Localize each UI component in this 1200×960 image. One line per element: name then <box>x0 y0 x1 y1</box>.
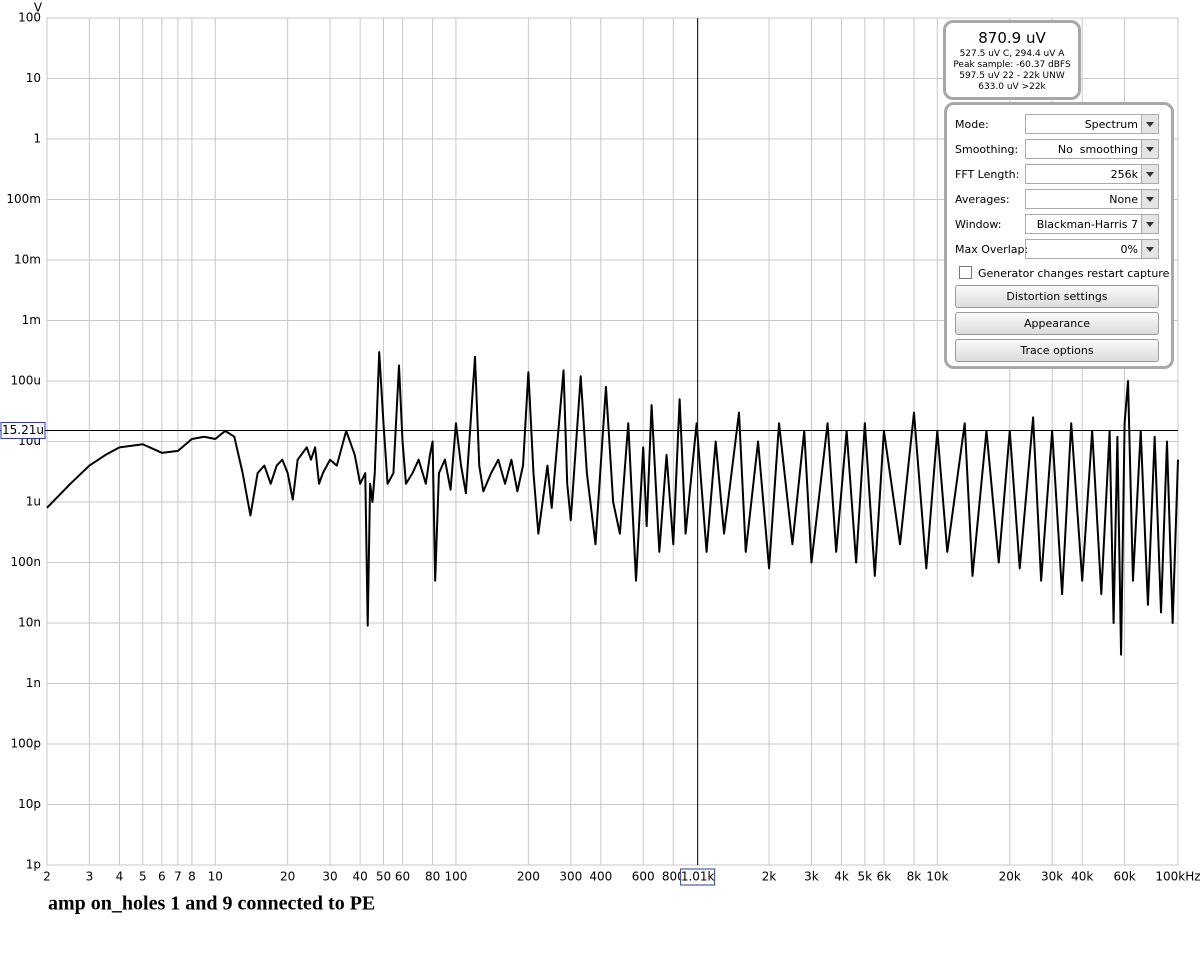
x-tick-label: 300 <box>559 870 582 884</box>
cursor-x-box <box>680 868 716 886</box>
dropdown-value: No smoothing <box>1057 143 1138 156</box>
dropdown-value: 256k <box>1110 168 1138 181</box>
y-tick-label: 100 <box>18 11 41 25</box>
x-tick-label: 10k <box>926 870 948 884</box>
x-tick-label: 20k <box>999 870 1021 884</box>
x-tick-label: 30 <box>322 870 337 884</box>
readout-main: 870.9 uV <box>978 29 1046 47</box>
control-row: Max Overlap: 0% <box>955 239 1163 259</box>
x-tick-label: 5k <box>858 870 873 884</box>
y-tick-label: 1u <box>26 495 41 509</box>
dropdown[interactable]: No smoothing <box>1025 139 1159 159</box>
x-tick-label: 60 <box>395 870 410 884</box>
dropdown[interactable]: Spectrum <box>1025 114 1159 134</box>
control-label: Max Overlap: <box>955 243 1029 256</box>
dropdown[interactable]: Blackman-Harris 7 <box>1025 214 1159 234</box>
x-tick-label: 600 <box>632 870 655 884</box>
button[interactable]: Distortion settings <box>955 285 1159 308</box>
y-tick-label: 1 <box>33 132 41 146</box>
readout-line: 597.5 uV 22 - 22k UNW <box>959 71 1065 81</box>
y-tick-label: 10m <box>14 253 41 267</box>
cursor-y-label: 15.21u <box>2 423 44 437</box>
control-label: Window: <box>955 218 1002 231</box>
control-label: Smoothing: <box>955 143 1019 156</box>
x-tick-label: 800 <box>662 870 685 884</box>
y-tick-label: 100n <box>10 555 41 569</box>
dropdown-value: Spectrum <box>1084 118 1138 131</box>
y-tick-label: 10n <box>18 616 41 630</box>
x-tick-label: 30k <box>1041 870 1063 884</box>
y-tick-label: 1n <box>26 676 41 690</box>
controls-panel: Mode: Spectrum Smoothing: No smoothing FFT… <box>944 102 1174 369</box>
cursor-x-label: 1.01k <box>681 870 715 884</box>
x-tick-label: 4k <box>834 870 849 884</box>
control-label: Mode: <box>955 118 989 131</box>
x-tick-label: 40k <box>1071 870 1093 884</box>
y-tick-label: 1p <box>26 858 41 872</box>
dropdown[interactable]: 0% <box>1025 239 1159 259</box>
x-tick-label: 400 <box>589 870 612 884</box>
x-tick-label: 2 <box>43 870 51 884</box>
x-tick-label: 6k <box>877 870 892 884</box>
x-tick-label: 50 <box>376 870 391 884</box>
x-tick-label: 10 <box>208 870 223 884</box>
readout-line: Peak sample: -60.37 dBFS <box>953 60 1071 70</box>
y-tick-label: 100p <box>10 737 41 751</box>
x-tick-label: 6 <box>158 870 166 884</box>
readout-panel: 870.9 uV 527.5 uV C, 294.4 uV A Peak sam… <box>943 20 1081 100</box>
x-tick-label: 4 <box>116 870 124 884</box>
dropdown[interactable]: None <box>1025 189 1159 209</box>
x-tick-label: 3k <box>804 870 819 884</box>
y-tick-label: 10 <box>26 71 41 85</box>
y-tick-label: 100u <box>10 374 41 388</box>
control-row: FFT Length: 256k <box>955 164 1163 184</box>
control-row: Mode: Spectrum <box>955 114 1163 134</box>
x-tick-label: 100 <box>444 870 467 884</box>
control-row: Window: Blackman-Harris 7 <box>955 214 1163 234</box>
dropdown-value: Blackman-Harris 7 <box>1036 218 1138 231</box>
y-tick-label: 10p <box>18 797 41 811</box>
control-label: Averages: <box>955 193 1010 206</box>
control-row: Averages: None <box>955 189 1163 209</box>
y-unit: V <box>34 1 43 15</box>
checkbox[interactable] <box>959 266 972 279</box>
x-tick-label: 80 <box>425 870 440 884</box>
y-tick-label: 100m <box>6 192 41 206</box>
checkbox-row[interactable]: Generator changes restart capture <box>959 266 1169 280</box>
x-tick-label: 7 <box>174 870 182 884</box>
x-tick-label: 200 <box>517 870 540 884</box>
readout-lines: 527.5 uV C, 294.4 uV A Peak sample: -60.… <box>946 49 1078 93</box>
cursor-y-box <box>0 421 46 439</box>
control-row: Smoothing: No smoothing <box>955 139 1163 159</box>
x-tick-label: 2k <box>762 870 777 884</box>
button[interactable]: Trace options <box>955 339 1159 362</box>
x-tick-label: 20 <box>280 870 295 884</box>
readout-line: 633.0 uV >22k <box>978 82 1046 92</box>
dropdown-value: None <box>1109 193 1138 206</box>
control-label: FFT Length: <box>955 168 1020 181</box>
x-tick-label: 3 <box>86 870 94 884</box>
dropdown[interactable]: 256k <box>1025 164 1159 184</box>
caption: amp on_holes 1 and 9 connected to PE <box>48 893 375 915</box>
x-tick-label: 40 <box>353 870 368 884</box>
x-tick-label: 8k <box>907 870 922 884</box>
checkbox-label: Generator changes restart capture <box>978 267 1170 280</box>
x-tick-label: 100kHz <box>1155 870 1200 884</box>
readout-line: 527.5 uV C, 294.4 uV A <box>959 49 1065 59</box>
x-tick-label: 60k <box>1113 870 1135 884</box>
button[interactable]: Appearance <box>955 312 1159 335</box>
x-tick-label: 5 <box>139 870 147 884</box>
trace <box>46 351 1179 656</box>
y-tick-label: 1m <box>22 313 41 327</box>
x-tick-label: 8 <box>188 870 196 884</box>
dropdown-value: 0% <box>1120 243 1138 256</box>
